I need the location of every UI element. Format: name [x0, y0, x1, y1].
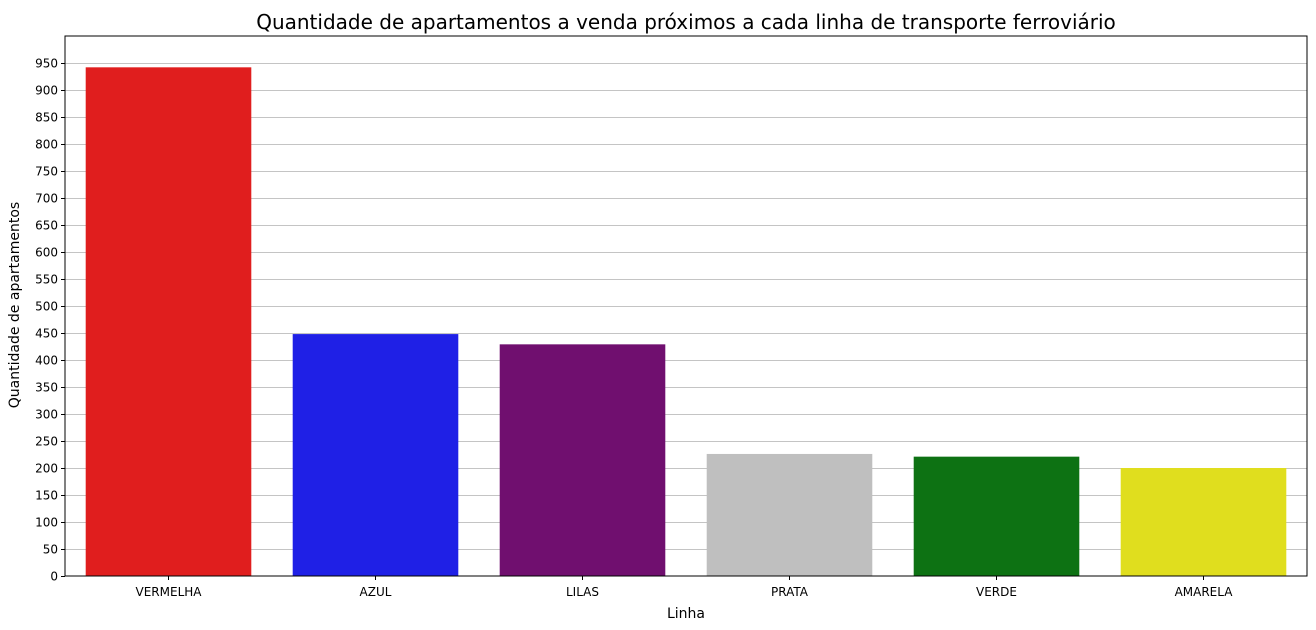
gridlines: [65, 63, 1307, 550]
y-tick-label: 600: [35, 246, 58, 260]
y-tick-label: 550: [35, 273, 58, 287]
y-tick-label: 150: [35, 489, 58, 503]
bars: [85, 67, 1287, 576]
y-tick-label: 50: [43, 543, 58, 557]
bar-verde: [913, 456, 1080, 576]
bar-azul: [292, 334, 459, 576]
x-axis-ticks: VERMELHA AZUL LILAS PRATA VERDE AMARELA: [136, 576, 1234, 599]
y-tick-label: 350: [35, 381, 58, 395]
y-tick-label: 250: [35, 435, 58, 449]
x-tick-label: LILAS: [566, 585, 599, 599]
x-tick-label: AZUL: [360, 585, 392, 599]
chart-title: Quantidade de apartamentos a venda próxi…: [256, 10, 1116, 34]
y-tick-label: 400: [35, 354, 58, 368]
y-tick-label: 0: [50, 570, 58, 584]
y-tick-label: 700: [35, 192, 58, 206]
x-tick-label: PRATA: [771, 585, 809, 599]
bar-lilas: [499, 344, 666, 576]
plot-frame: [64, 35, 1308, 577]
y-tick-label: 500: [35, 300, 58, 314]
y-tick-label: 300: [35, 408, 58, 422]
x-tick-label: VERMELHA: [136, 585, 203, 599]
y-tick-label: 200: [35, 462, 58, 476]
x-tick-label: AMARELA: [1175, 585, 1234, 599]
y-tick-label: 950: [35, 57, 58, 71]
x-axis-label: Linha: [667, 606, 705, 622]
y-tick-label: 750: [35, 165, 58, 179]
bar-prata: [706, 453, 873, 576]
y-tick-label: 800: [35, 138, 58, 152]
y-tick-label: 900: [35, 84, 58, 98]
y-axis-ticks: 0 50 100 150 200 250 300 350 400 450 500 550 600 650 7…: [35, 57, 65, 584]
y-tick-label: 450: [35, 327, 58, 341]
x-tick-label: VERDE: [976, 585, 1017, 599]
bar-vermelha: [85, 67, 252, 576]
bar-amarela: [1120, 468, 1287, 576]
y-tick-label: 100: [35, 516, 58, 530]
y-tick-label: 650: [35, 219, 58, 233]
y-axis-label: Quantidade de apartamentos: [7, 202, 23, 408]
y-tick-label: 850: [35, 111, 58, 125]
